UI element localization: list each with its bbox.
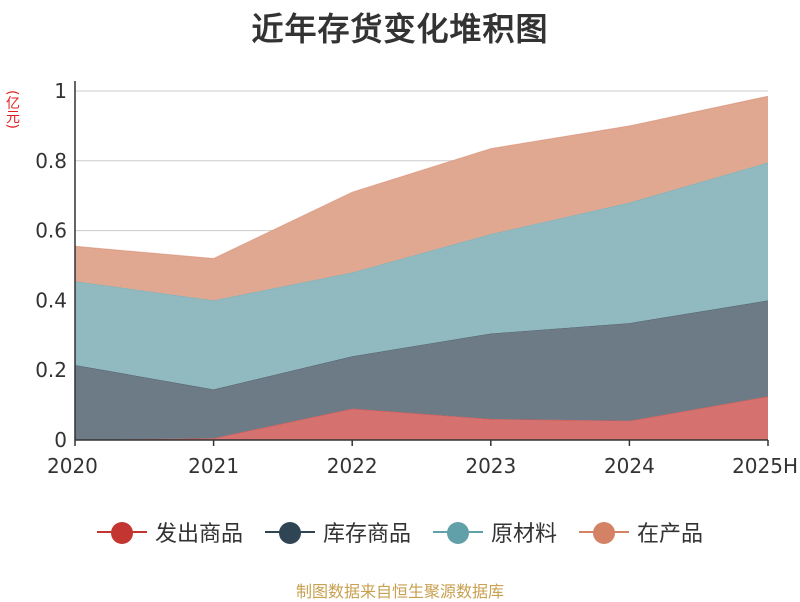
legend-item[interactable]: 原材料	[433, 516, 557, 548]
area-series-3	[75, 162, 768, 390]
legend-swatch	[579, 522, 630, 544]
legend-item[interactable]: 在产品	[579, 516, 703, 548]
chart-legend: 发出商品 库存商品 原材料 在产品	[0, 516, 800, 548]
data-source-note: 制图数据来自恒生聚源数据库	[295, 582, 504, 601]
y-tick-label: 1	[54, 79, 67, 103]
chart-title: 近年存货变化堆积图	[251, 10, 549, 48]
y-axis-unit-label: (亿元)	[4, 90, 20, 129]
legend-dot	[593, 522, 616, 544]
area-series-4	[75, 96, 768, 301]
area-edge-series-4	[74, 95, 769, 260]
legend-swatch	[264, 522, 315, 544]
x-tick-label: 2023	[465, 454, 516, 478]
legend-label: 库存商品	[322, 522, 411, 547]
area-series-2	[75, 300, 768, 440]
legend-label: 发出商品	[154, 522, 243, 547]
x-tick-label: 2022	[327, 454, 378, 478]
x-tick-label: 2025H	[732, 454, 798, 478]
y-tick-label: 0.6	[35, 219, 67, 243]
legend-dot	[110, 522, 133, 544]
y-tick-label: 0.8	[35, 149, 67, 173]
y-tick-label: 0.2	[35, 358, 67, 382]
legend-item[interactable]: 库存商品	[264, 516, 411, 548]
x-tick-label: 2024	[604, 454, 655, 478]
x-tick-label: 2020	[47, 454, 98, 478]
legend-swatch	[96, 522, 147, 544]
x-tick-label: 2021	[188, 454, 239, 478]
legend-label: 在产品	[637, 522, 704, 547]
legend-label: 原材料	[491, 522, 558, 547]
legend-swatch	[433, 522, 483, 544]
area-series-1	[75, 396, 768, 440]
legend-dot	[447, 522, 469, 544]
legend-dot	[278, 522, 301, 544]
y-tick-label: 0	[54, 428, 67, 452]
y-tick-label: 0.4	[35, 288, 67, 312]
legend-item[interactable]: 发出商品	[96, 516, 243, 548]
